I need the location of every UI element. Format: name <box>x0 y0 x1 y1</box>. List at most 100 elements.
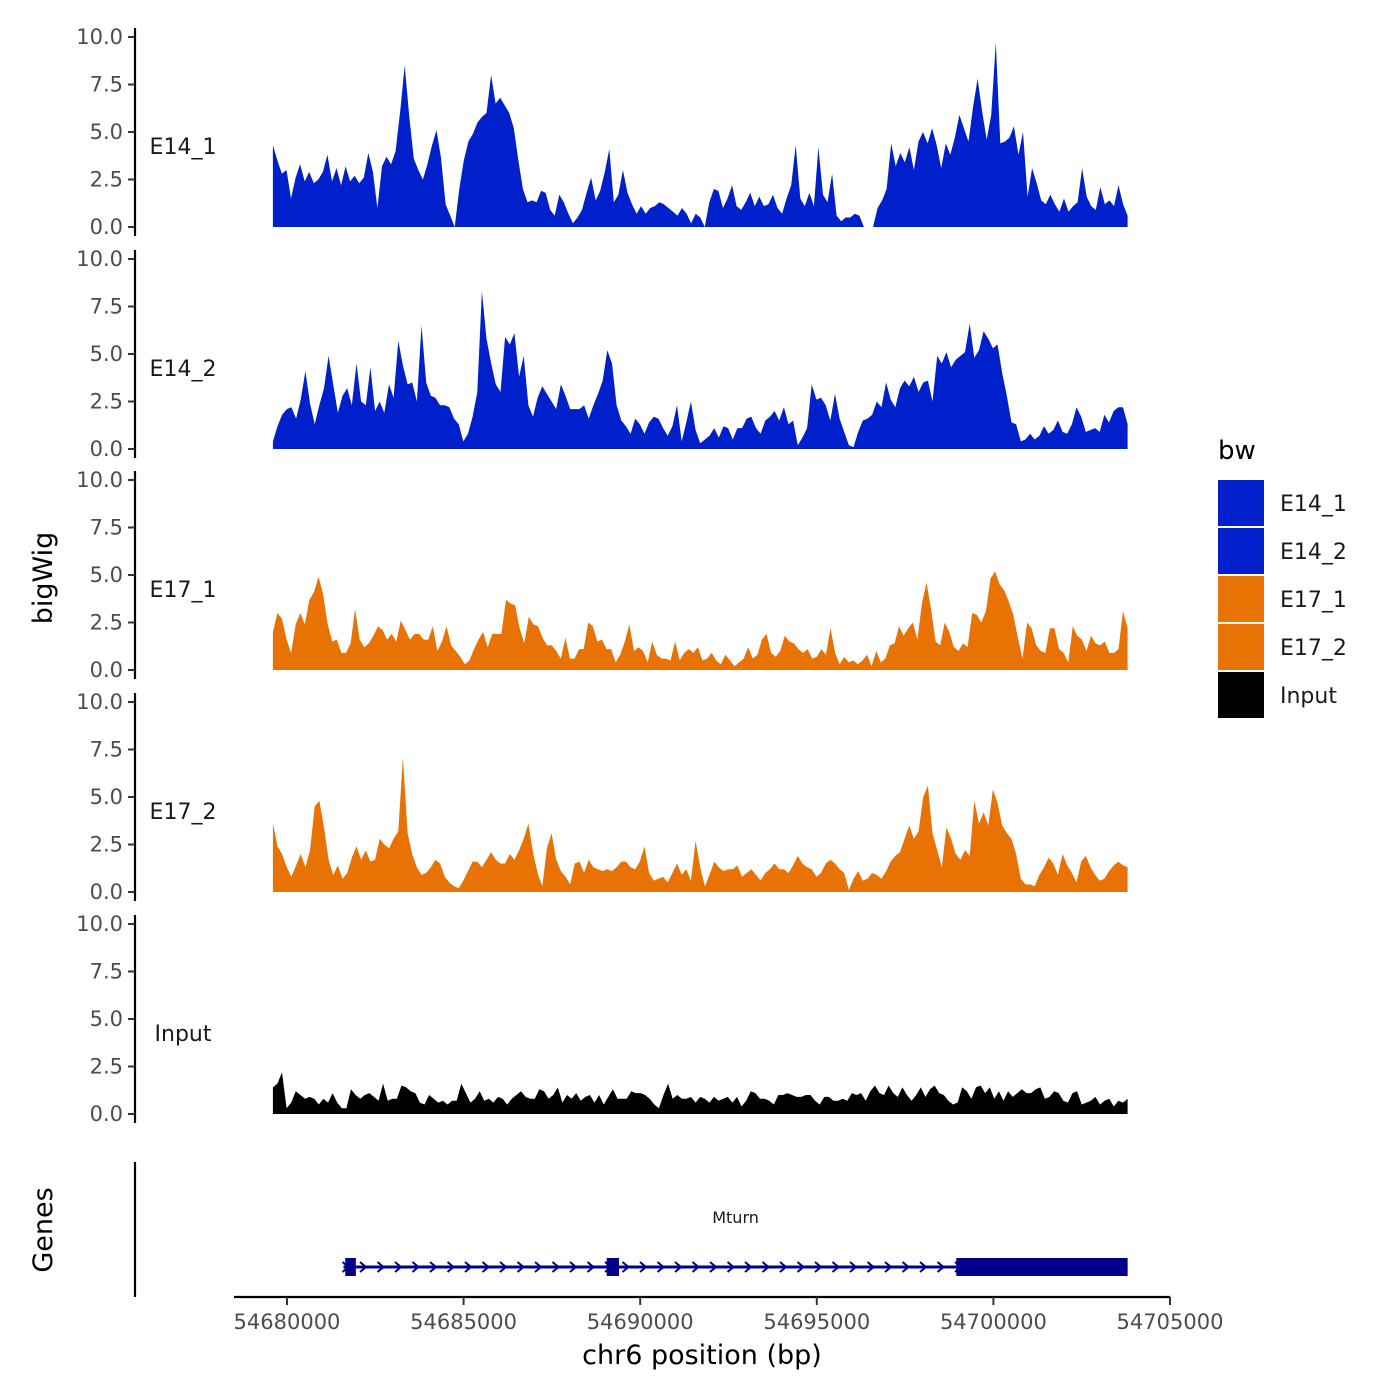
y-tick-label: 5.0 <box>90 785 123 809</box>
area-Input <box>272 1072 1128 1114</box>
y-tick-label: 5.0 <box>90 120 123 144</box>
legend-group: E14_1 E14_2 E17_1 E17_2 Input <box>1218 480 1347 718</box>
y-tick-label: 0.0 <box>90 215 123 239</box>
strand-chevron <box>901 1261 911 1273</box>
legend-swatch <box>1218 480 1264 526</box>
strand-chevron <box>814 1261 823 1273</box>
strand-chevron <box>919 1261 928 1273</box>
strand-chevron <box>744 1261 753 1273</box>
strand-chevron <box>359 1261 368 1273</box>
strand-chevron <box>656 1261 666 1273</box>
track-E14_1: 0.0 2.5 5.0 7.5 10.0 E14_1 <box>76 25 1128 239</box>
legend-label: E14_1 <box>1280 492 1347 517</box>
track-Input: 0.0 2.5 5.0 7.5 10.0 Input <box>76 912 1128 1126</box>
area-E17_2 <box>272 757 1128 892</box>
x-tick-label: 54685000 <box>410 1310 517 1334</box>
y-axis-title: bigWig <box>28 532 59 625</box>
track-label-E17_2: E17_2 <box>150 800 217 825</box>
strand-chevron <box>884 1261 893 1273</box>
legend-item-Input: Input <box>1218 672 1337 718</box>
legend-item-E17_2: E17_2 <box>1218 624 1347 670</box>
strand-chevron <box>936 1261 946 1273</box>
gene-exon <box>956 1258 1128 1276</box>
legend-item-E17_1: E17_1 <box>1218 576 1347 622</box>
y-tick-label: 0.0 <box>90 880 123 904</box>
y-tick-label: 7.5 <box>90 738 123 762</box>
genes-group: Mturn <box>341 1208 1128 1276</box>
y-tick-label: 7.5 <box>90 73 123 97</box>
strand-chevron <box>674 1261 683 1273</box>
gene-exon <box>345 1258 356 1276</box>
legend-title: bw <box>1218 436 1256 466</box>
y-tick-label: 10.0 <box>76 247 123 271</box>
x-tick-label: 54690000 <box>587 1310 694 1334</box>
y-tick-label: 2.5 <box>90 611 123 635</box>
genes-axis-title: Genes <box>28 1187 59 1272</box>
y-tick-label: 5.0 <box>90 342 123 366</box>
x-axis-title: chr6 position (bp) <box>582 1340 822 1371</box>
track-E14_2: 0.0 2.5 5.0 7.5 10.0 E14_2 <box>76 247 1128 461</box>
strand-chevron <box>796 1261 806 1273</box>
strand-chevron <box>621 1261 631 1273</box>
strand-chevron <box>534 1261 543 1273</box>
strand-chevron <box>446 1261 456 1273</box>
strand-chevron <box>586 1261 596 1273</box>
legend-swatch <box>1218 624 1264 670</box>
tracks-group: 0.0 2.5 5.0 7.5 10.0 E14_1 0.0 2.5 5.0 7.5 10.0 E14… <box>76 25 1128 1126</box>
strand-chevron <box>779 1261 788 1273</box>
track-E17_1: 0.0 2.5 5.0 7.5 10.0 E17_1 <box>76 468 1128 682</box>
strand-chevron <box>639 1261 648 1273</box>
x-tick-label: 54705000 <box>1117 1310 1224 1334</box>
y-tick-label: 10.0 <box>76 690 123 714</box>
area-E14_2 <box>272 291 1128 449</box>
area-E17_1 <box>272 571 1128 670</box>
y-tick-label: 2.5 <box>90 833 123 857</box>
legend-label: Input <box>1280 684 1337 709</box>
y-tick-label: 10.0 <box>76 912 123 936</box>
y-tick-label: 7.5 <box>90 516 123 540</box>
area-E14_1 <box>272 42 1128 228</box>
strand-chevron <box>481 1261 491 1273</box>
gene-Mturn: Mturn <box>341 1208 1128 1276</box>
track-label-Input: Input <box>155 1022 212 1047</box>
strand-chevron <box>464 1261 473 1273</box>
legend-swatch <box>1218 528 1264 574</box>
y-tick-label: 2.5 <box>90 1055 123 1079</box>
track-label-E14_1: E14_1 <box>150 135 217 160</box>
strand-chevron <box>831 1261 841 1273</box>
gene-exon <box>606 1258 619 1276</box>
x-tick-label: 54680000 <box>234 1310 341 1334</box>
strand-chevron <box>866 1261 876 1273</box>
y-tick-label: 0.0 <box>90 437 123 461</box>
strand-chevron <box>429 1261 438 1273</box>
strand-chevron <box>761 1261 771 1273</box>
y-tick-label: 5.0 <box>90 563 123 587</box>
track-label-E17_1: E17_1 <box>150 578 217 603</box>
y-tick-label: 10.0 <box>76 25 123 49</box>
legend-label: E17_2 <box>1280 636 1347 661</box>
strand-chevron <box>376 1261 386 1273</box>
legend-swatch <box>1218 672 1264 718</box>
y-tick-label: 5.0 <box>90 1007 123 1031</box>
x-ticks-group: 54680000 54685000 54690000 54695000 54700000… <box>234 1297 1224 1334</box>
y-tick-label: 7.5 <box>90 960 123 984</box>
strand-chevron <box>569 1261 578 1273</box>
y-tick-label: 0.0 <box>90 658 123 682</box>
track-E17_2: 0.0 2.5 5.0 7.5 10.0 E17_2 <box>76 690 1128 904</box>
track-label-E14_2: E14_2 <box>150 357 217 382</box>
legend-item-E14_2: E14_2 <box>1218 528 1347 574</box>
strand-chevron <box>551 1261 561 1273</box>
y-tick-label: 2.5 <box>90 168 123 192</box>
strand-chevron <box>691 1261 701 1273</box>
strand-chevron <box>849 1261 858 1273</box>
strand-chevron <box>516 1261 526 1273</box>
x-tick-label: 54700000 <box>940 1310 1047 1334</box>
legend-item-E14_1: E14_1 <box>1218 480 1347 526</box>
y-tick-label: 0.0 <box>90 1102 123 1126</box>
strand-chevron <box>726 1261 736 1273</box>
legend-swatch <box>1218 576 1264 622</box>
legend-label: E17_1 <box>1280 588 1347 613</box>
gene-label-Mturn: Mturn <box>712 1208 759 1227</box>
strand-chevron <box>709 1261 718 1273</box>
